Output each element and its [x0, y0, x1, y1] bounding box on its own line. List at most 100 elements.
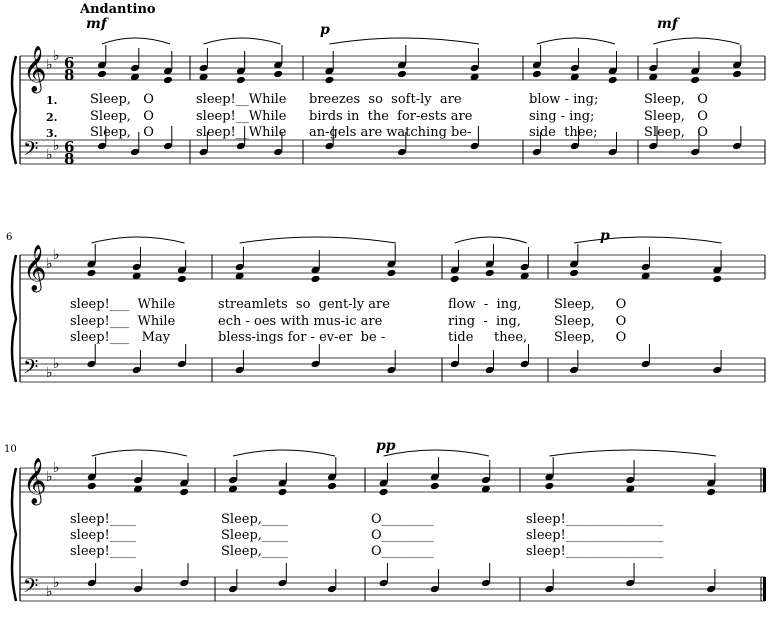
notehead: [387, 269, 396, 277]
brace: [10, 55, 18, 165]
slur: [653, 37, 740, 45]
notehead: [379, 579, 388, 587]
notehead: [520, 360, 529, 368]
flat-icon: ♭: [46, 147, 53, 163]
notehead: [569, 366, 579, 374]
notehead: [228, 485, 238, 493]
notehead: [545, 585, 554, 593]
notehead: [97, 61, 107, 69]
notehead: [641, 272, 650, 280]
notehead: [520, 272, 529, 280]
lyric-syllables: sleep!____: [70, 512, 136, 527]
notehead: [545, 473, 554, 481]
lyric-syllables: sleep!_______________: [526, 512, 664, 527]
notehead: [278, 579, 287, 587]
notehead: [177, 360, 186, 368]
measure-number: 6: [6, 232, 13, 243]
time-signature-denominator: 8: [64, 66, 74, 84]
notehead: [274, 148, 283, 156]
lyric-syllables: sleep!____: [70, 544, 136, 559]
dynamic-p: p: [600, 228, 610, 244]
notehead: [163, 142, 173, 150]
notehead: [130, 148, 140, 156]
slur: [573, 236, 722, 244]
notehead: [97, 70, 107, 78]
brace: [10, 467, 18, 602]
notehead: [481, 485, 490, 493]
notehead: [641, 263, 650, 271]
notehead: [180, 479, 189, 487]
slur: [91, 449, 188, 457]
brace: [10, 254, 18, 383]
notehead: [626, 476, 635, 484]
lyric-syllables: blow - ing;: [529, 92, 599, 107]
notehead: [327, 585, 337, 593]
verse-number: 3.: [46, 127, 58, 140]
lyric-syllables: ech - oes with mus-ic are: [218, 314, 383, 329]
notehead: [532, 70, 541, 78]
notehead: [130, 73, 140, 81]
notehead: [325, 76, 334, 84]
notehead: [732, 61, 742, 69]
lyric-syllables: flow - ing,: [448, 297, 522, 312]
notehead: [470, 142, 479, 150]
flat-icon: ♭: [53, 575, 60, 591]
notehead: [177, 266, 186, 274]
notehead: [532, 61, 541, 69]
lyric-syllables: side thee;: [529, 125, 598, 140]
notehead: [707, 488, 716, 496]
notehead: [691, 148, 700, 156]
dynamic-pp: pp: [376, 438, 396, 454]
notehead: [228, 476, 238, 484]
verse-number: 2.: [46, 111, 58, 124]
lyric-syllables: tide thee,: [448, 330, 528, 345]
notehead: [397, 70, 407, 78]
notehead: [199, 64, 208, 72]
notehead: [235, 272, 244, 280]
notehead: [235, 366, 244, 374]
lyric-syllables: Sleep,____: [221, 528, 288, 543]
notehead: [163, 76, 173, 84]
slur: [203, 37, 281, 45]
notehead: [520, 263, 529, 271]
notehead: [87, 482, 96, 490]
notehead: [626, 579, 635, 587]
flat-icon: ♭: [46, 57, 53, 73]
flat-icon: ♭: [53, 138, 60, 154]
notehead: [311, 360, 320, 368]
lyric-syllables: O________: [371, 512, 434, 527]
slur: [329, 37, 480, 45]
lyric-syllables: sing - ing;: [529, 109, 595, 124]
tempo-marking: Andantino: [80, 2, 156, 17]
slur: [383, 449, 490, 457]
lyric-syllables: ring - ing,: [448, 314, 521, 329]
lyric-syllables: O________: [371, 528, 434, 543]
notehead: [569, 260, 579, 268]
notehead: [177, 275, 186, 283]
notehead: [278, 479, 287, 487]
notehead: [430, 585, 439, 593]
verse-number: 1.: [46, 94, 58, 107]
slur: [91, 236, 185, 244]
dynamic-p: p: [320, 22, 330, 38]
lyric-syllables: birds in the for-ests are: [309, 109, 473, 124]
dynamic-mf: mf: [86, 16, 107, 32]
notehead: [626, 485, 635, 493]
treble-clef-icon: 𝄞: [23, 245, 47, 293]
flat-icon: ♭: [46, 365, 53, 381]
notehead: [430, 473, 439, 481]
notehead: [133, 485, 143, 493]
lyric-syllables: sleep!__While: [196, 92, 287, 107]
notehead: [387, 366, 396, 374]
notehead: [570, 64, 579, 72]
bass-clef-icon: 𝄢: [23, 574, 38, 602]
time-signature-numerator: 6: [64, 138, 74, 156]
slur: [232, 449, 336, 457]
notehead: [87, 579, 96, 587]
notehead: [228, 585, 238, 593]
flat-icon: ♭: [46, 469, 53, 485]
lyric-syllables: Sleep, O: [644, 125, 708, 140]
notehead: [199, 73, 208, 81]
